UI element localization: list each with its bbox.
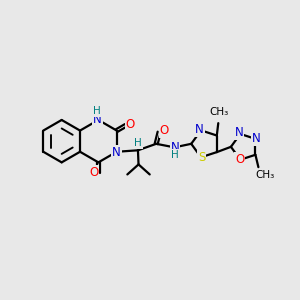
- Text: N: N: [93, 113, 102, 126]
- Text: N: N: [252, 132, 261, 145]
- Text: O: O: [89, 166, 98, 179]
- Text: O: O: [160, 124, 169, 137]
- Text: N: N: [235, 126, 244, 139]
- Text: CH₃: CH₃: [209, 108, 228, 118]
- Text: N: N: [171, 141, 179, 154]
- Text: O: O: [125, 118, 135, 131]
- Text: H: H: [93, 106, 101, 116]
- Text: S: S: [198, 151, 205, 164]
- Text: N: N: [195, 123, 204, 136]
- Text: H: H: [134, 138, 142, 148]
- Text: CH₃: CH₃: [255, 169, 274, 179]
- Text: O: O: [235, 153, 244, 166]
- Text: CH₃: CH₃: [209, 107, 229, 117]
- Text: H: H: [171, 150, 179, 160]
- Text: N: N: [112, 146, 121, 159]
